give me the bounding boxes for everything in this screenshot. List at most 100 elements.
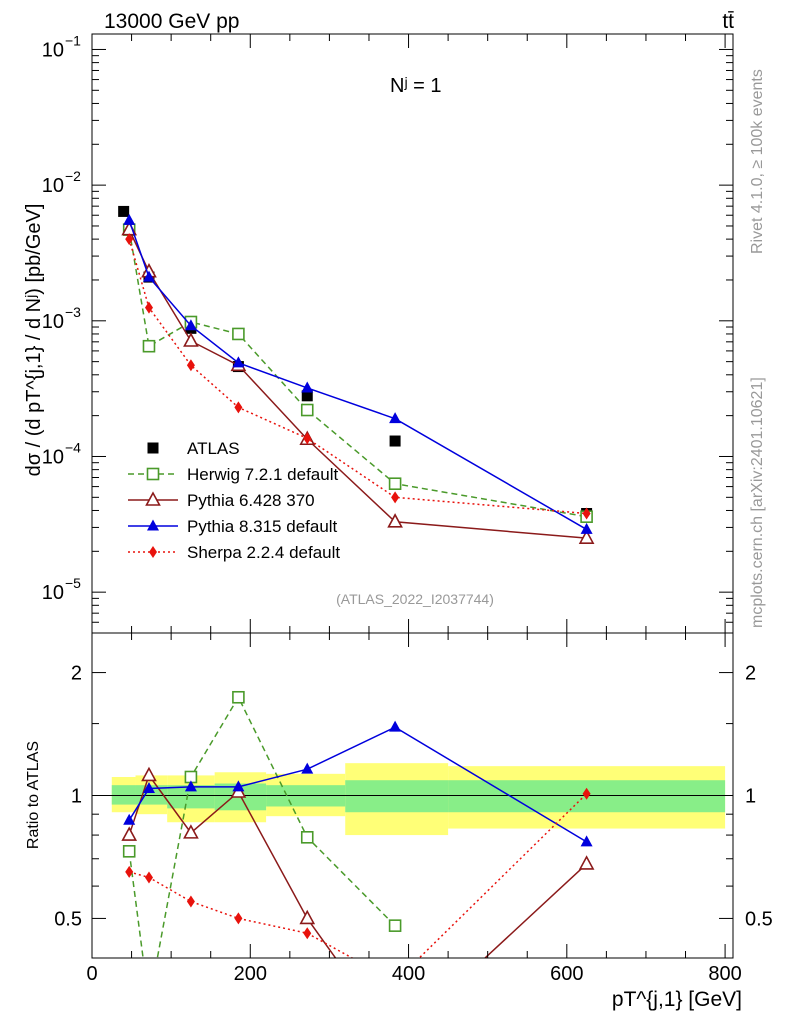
main-series-group <box>118 205 595 544</box>
x-tick-label: 400 <box>392 963 425 985</box>
point-pythia-8-315-default-3 <box>232 356 245 368</box>
header-left-label: 13000 GeV pp <box>104 10 239 33</box>
ratio-point-pythia-8-315-default-3 <box>232 780 245 792</box>
ratio-point-pythia-8-315-default-6 <box>580 835 593 847</box>
point-pythia-6-428-370-6 <box>578 529 595 544</box>
x-axis-label: pT^{j,1} [GeV] <box>612 988 742 1011</box>
ratio-y-tick-label-right: 0.5 <box>745 908 773 930</box>
ratio-series-pythia-8-315-default <box>123 720 593 847</box>
point-pythia-8-315-default-4 <box>301 381 314 393</box>
ratio-series-sherpa-2-2-4-default <box>125 787 591 958</box>
point-sherpa-2-2-4-default-6 <box>582 507 591 520</box>
main-y-tick-label: 10 <box>42 446 64 468</box>
legend-marker <box>149 546 157 558</box>
point-sherpa-2-2-4-default-4 <box>303 432 312 445</box>
ratio-point-sherpa-2-2-4-default-0 <box>125 865 134 878</box>
main-y-tick-exponent: −5 <box>65 575 81 591</box>
point-sherpa-2-2-4-default-2 <box>186 359 195 372</box>
header-right-label: tt̄ <box>722 10 734 33</box>
x-ticks: 0 200 400 600 800 <box>86 633 742 985</box>
legend-label: Pythia 6.428 370 <box>187 491 315 510</box>
ratio-series-pythia-6-428-370 <box>121 766 595 958</box>
uncertainty-band-inner <box>111 785 136 805</box>
ratio-point-sherpa-2-2-4-default-2 <box>186 895 195 908</box>
main-y-ticks: 10−110−210−310−410−5 <box>42 32 733 633</box>
main-y-tick-exponent: −3 <box>65 304 81 320</box>
ratio-point-pythia-6-428-370-0 <box>121 826 138 841</box>
main-y-tick-label: 10 <box>42 39 64 61</box>
point-atlas-5 <box>389 435 401 447</box>
ratio-y-tick-label-left: 2 <box>71 663 82 685</box>
ratio-panel: 0.5 0.51 12 2 0 200 400 600 800 Ratio to ATLAS … <box>25 632 773 1011</box>
main-y-tick-exponent: −4 <box>65 439 81 455</box>
legend-label: Herwig 7.2.1 default <box>187 465 338 484</box>
point-herwig-7-2-1-default-5 <box>388 477 402 491</box>
ratio-point-herwig-7-2-1-default-0 <box>122 845 136 858</box>
point-atlas-0 <box>118 205 130 217</box>
point-sherpa-2-2-4-default-3 <box>234 401 243 414</box>
mcplots-label: mcplots.cern.ch [arXiv:2401.10621] <box>749 377 766 628</box>
legend-entry-atlas: ATLAS <box>147 439 240 458</box>
ratio-point-herwig-7-2-1-default-5 <box>388 919 402 932</box>
ratio-point-herwig-7-2-1-default-3 <box>232 690 245 704</box>
main-plot-area <box>118 205 595 544</box>
ratio-point-sherpa-2-2-4-default-6 <box>582 787 591 800</box>
point-atlas-4 <box>301 390 313 402</box>
ratio-point-sherpa-2-2-4-default-3 <box>234 912 243 925</box>
ratio-y-tick-label-right: 2 <box>745 663 756 685</box>
ratio-point-pythia-8-315-default-5 <box>389 720 402 732</box>
x-tick-label: 0 <box>86 963 97 985</box>
point-sherpa-2-2-4-default-1 <box>144 301 153 314</box>
ratio-y-tick-label-left: 0.5 <box>54 908 82 930</box>
legend-entry-pythia-6-428-370: Pythia 6.428 370 <box>128 491 315 510</box>
legend-label: Pythia 8.315 default <box>187 517 338 536</box>
main-y-tick-exponent: −1 <box>65 32 81 48</box>
point-herwig-7-2-1-default-1 <box>142 339 156 353</box>
legend-entry-sherpa-2-2-4-default: Sherpa 2.2.4 default <box>128 543 340 562</box>
point-pythia-6-428-370-5 <box>387 513 403 528</box>
x-tick-label: 600 <box>550 963 583 985</box>
ratio-point-pythia-6-428-370-4 <box>299 909 316 925</box>
legend-label: Sherpa 2.2.4 default <box>187 543 340 562</box>
main-y-tick-label: 10 <box>42 582 64 604</box>
point-herwig-7-2-1-default-3 <box>232 327 245 341</box>
ratio-point-pythia-6-428-370-1 <box>141 766 157 782</box>
point-pythia-8-315-default-6 <box>580 522 593 534</box>
ratio-y-tick-label-left: 1 <box>71 786 82 808</box>
ratio-y-ticks: 0.5 0.5 1 1 2 2 <box>54 663 773 931</box>
ratio-point-sherpa-2-2-4-default-1 <box>144 871 153 884</box>
point-sherpa-2-2-4-default-0 <box>125 233 134 246</box>
legend-entry-pythia-8-315-default: Pythia 8.315 default <box>128 517 338 536</box>
ratio-point-herwig-7-2-1-default-1 <box>143 998 154 1009</box>
ratio-line-herwig-7-2-1-default <box>128 695 396 958</box>
main-watermark: (ATLAS_2022_I2037744) <box>336 591 494 607</box>
ratio-series-group <box>92 690 733 1009</box>
main-y-tick-exponent: −2 <box>65 168 81 184</box>
ratio-point-pythia-8-315-default-2 <box>184 780 197 792</box>
legend-marker <box>145 491 161 506</box>
point-pythia-8-315-default-1 <box>142 270 155 282</box>
main-y-tick-label: 10 <box>42 311 64 333</box>
legend-marker <box>147 519 159 531</box>
ratio-point-pythia-6-428-370-6 <box>578 855 595 870</box>
point-herwig-7-2-1-default-4 <box>300 403 314 417</box>
ratio-point-herwig-7-2-1-default-4 <box>300 831 314 844</box>
ratio-series-herwig-7-2-1-default <box>122 690 402 1009</box>
x-tick-label: 200 <box>234 963 267 985</box>
series-pythia-8-315-default <box>123 213 593 534</box>
ratio-plot-area <box>92 690 733 1009</box>
legend-entry-herwig-7-2-1-default: Herwig 7.2.1 default <box>128 465 338 484</box>
point-sherpa-2-2-4-default-5 <box>391 491 400 504</box>
series-sherpa-2-2-4-default <box>125 233 591 520</box>
uncertainty-band-inner <box>345 780 449 813</box>
main-panel: 10−110−210−310−410−5 Nʲ = 1 (ATLAS_2022_… <box>23 32 734 634</box>
legend-marker <box>147 442 159 454</box>
uncertainty-band-inner <box>167 785 215 809</box>
x-tick-label: 800 <box>708 963 741 985</box>
ratio-point-sherpa-2-2-4-default-4 <box>303 927 312 940</box>
legend-label: ATLAS <box>187 439 240 458</box>
legend-marker <box>146 467 160 481</box>
main-title: Nʲ = 1 <box>390 75 442 97</box>
rivet-version-label: Rivet 4.1.0, ≥ 100k events <box>749 69 766 254</box>
